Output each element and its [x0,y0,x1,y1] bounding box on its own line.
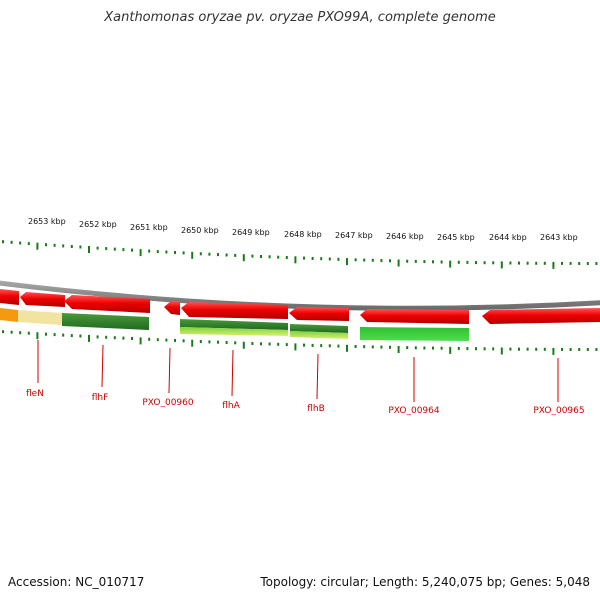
gene-label: flhA [222,401,240,411]
scale-ticks-bottom [2,330,598,355]
gene-arrow [0,289,19,305]
gene-arrow [64,295,150,313]
gene-arrow [20,292,65,307]
gene-labels: fleN flhF PXO_00960 flhA flhB PXO_00964 … [26,389,585,416]
genome-backbone [0,280,600,311]
scale-ticks-top [2,240,598,269]
scale-label: 2647 kbp [335,231,373,240]
scale-label: 2650 kbp [181,226,219,235]
scale-label: 2643 kbp [540,233,578,242]
scale-label: 2645 kbp [437,233,475,242]
gene-arrow [482,308,600,324]
scale-label: 2646 kbp [386,232,424,241]
gene-arrows [0,289,600,324]
gene-label: PXO_00965 [533,406,584,416]
scale-labels: 2653 kbp 2652 kbp 2651 kbp 2650 kbp 2649… [28,217,578,242]
feature-block [18,310,62,325]
gene-arrow [289,307,349,321]
gene-label: fleN [26,389,44,399]
gene-leader [101,344,104,388]
accession-text: Accession: NC_010717 [8,575,145,589]
feature-block [62,313,149,330]
feature-block [360,327,469,341]
gene-leader [168,347,171,394]
gene-arrow [181,302,288,319]
scale-label: 2648 kbp [284,230,322,239]
scale-label: 2651 kbp [130,223,168,232]
feature-block [180,327,288,336]
scale-label: 2653 kbp [28,217,66,226]
gene-label: flhF [92,393,109,403]
gene-leaders [37,340,559,402]
gene-label: flhB [307,404,325,414]
feature-block [290,324,348,333]
feature-block [0,308,18,322]
gene-leader [231,349,234,397]
feature-block [180,319,288,330]
scale-label: 2644 kbp [489,233,527,242]
gene-arrow [164,301,180,315]
gene-leader [316,353,319,400]
map-title: Xanthomonas oryzae pv. oryzae PXO99A, co… [104,10,496,25]
feature-block [290,331,348,339]
scale-label: 2652 kbp [79,220,117,229]
topology-text: Topology: circular; Length: 5,240,075 bp… [260,575,590,589]
gene-label: PXO_00960 [142,398,194,408]
gene-arrow [360,309,469,324]
gene-label: PXO_00964 [388,406,440,416]
scale-label: 2649 kbp [232,228,270,237]
feature-blocks [0,308,469,341]
